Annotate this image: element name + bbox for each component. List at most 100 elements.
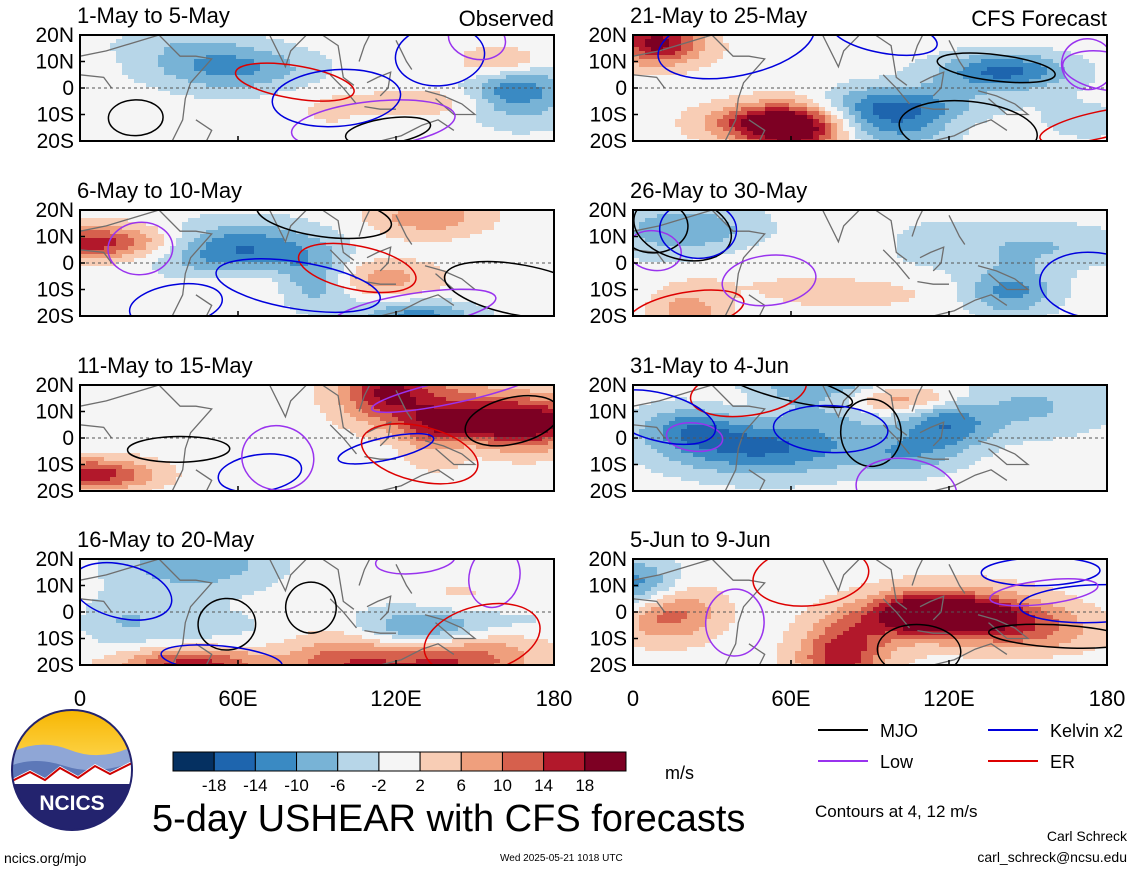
shear-cell [242,655,248,659]
shear-cell [86,234,92,238]
shear-cell [128,67,134,71]
shear-cell [218,270,224,274]
shear-cell [164,469,170,473]
shear-cell [885,115,891,119]
shear-cell [783,91,789,95]
shear-cell [933,63,939,67]
shear-cell [933,123,939,127]
shear-cell [356,647,362,651]
shear-cell [428,611,434,615]
shear-cell [242,559,248,563]
shear-cell [837,131,843,135]
shear-cell [795,111,801,115]
shear-cell [753,107,759,111]
shear-cell [140,477,146,481]
shear-cell [458,437,464,441]
shear-cell [969,91,975,95]
shear-cell [356,619,362,623]
shear-cell [861,107,867,111]
shear-cell [482,453,488,457]
shear-cell [290,230,296,234]
shear-cell [254,91,260,95]
shear-cell [374,274,380,278]
shear-cell [705,55,711,59]
shear-cell [218,591,224,595]
shear-cell [140,47,146,51]
shear-cell [428,210,434,214]
shear-cell [158,571,164,575]
shear-cell [122,579,128,583]
shear-cell [200,254,206,258]
shear-cell [482,449,488,453]
shear-cell [939,123,945,127]
shear-cell [140,481,146,485]
shear-cell [182,75,188,79]
shear-cell [813,127,819,131]
shear-cell [146,59,152,63]
shear-cell [236,87,242,91]
shear-cell [260,75,266,79]
shear-cell [476,405,482,409]
shear-cell [146,595,152,599]
shear-cell [278,75,284,79]
shear-cell [182,262,188,266]
shear-cell [284,222,290,226]
shear-cell [236,631,242,635]
shear-cell [266,222,272,226]
shear-cell [110,623,116,627]
shear-cell [362,389,368,393]
shear-cell [404,393,410,397]
shear-cell [536,437,542,441]
shear-cell [542,405,548,409]
shear-cell [80,258,86,262]
shear-cell [224,579,230,583]
shear-cell [470,59,476,63]
shear-cell [500,437,506,441]
shear-cell [230,254,236,258]
shear-cell [705,119,711,123]
shear-cell [446,441,452,445]
shear-cell [735,95,741,99]
shear-cell [152,230,158,234]
shear-cell [693,39,699,43]
shear-cell [122,603,128,607]
shear-cell [116,603,122,607]
shear-cell [170,611,176,615]
shear-cell [122,242,128,246]
shear-cell [512,615,518,619]
shear-cell [981,111,987,115]
shear-cell [434,469,440,473]
shear-cell [248,262,254,266]
shear-cell [398,417,404,421]
shear-cell [104,567,110,571]
shear-cell [747,123,753,127]
shear-cell [861,83,867,87]
shear-cell [410,603,416,607]
shear-cell [242,651,248,655]
shear-cell [98,238,104,242]
shear-cell [404,401,410,405]
shear-cell [284,246,290,250]
shear-cell [951,127,957,131]
shear-cell [146,485,152,489]
shear-cell [200,659,206,663]
shear-cell [380,401,386,405]
shear-cell [452,639,458,643]
shear-cell [104,461,110,465]
shear-cell [374,286,380,290]
shear-cell [446,461,452,465]
shear-cell [921,107,927,111]
shear-cell [416,274,422,278]
shear-cell [536,115,542,119]
shear-cell [891,123,897,127]
shear-cell [122,238,128,242]
shear-cell [200,651,206,655]
shear-cell [278,563,284,567]
shear-cell [128,559,134,563]
shear-cell [518,433,524,437]
shear-cell [206,591,212,595]
shear-cell [188,258,194,262]
shear-cell [206,266,212,270]
shear-cell [512,47,518,51]
shear-cell [386,623,392,627]
